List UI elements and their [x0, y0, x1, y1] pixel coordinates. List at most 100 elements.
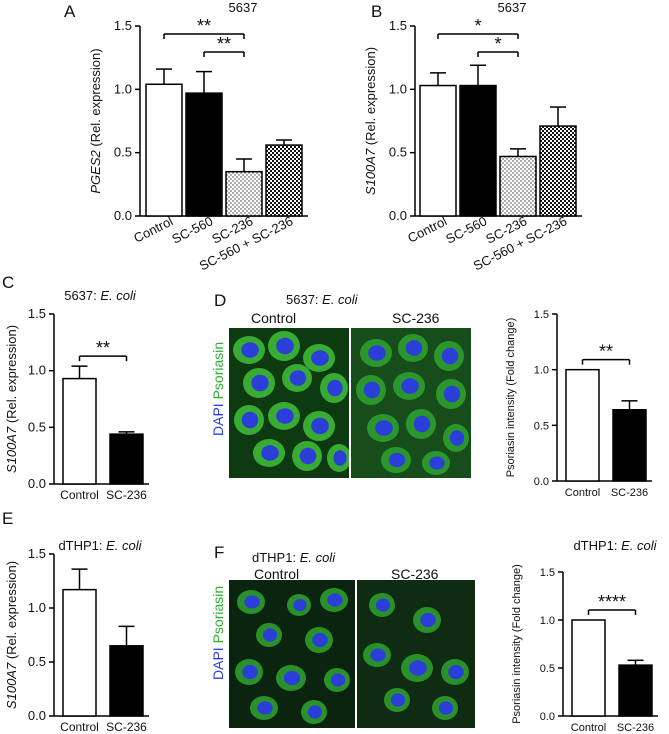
chart-a-tick-label: 1.0 [114, 81, 132, 96]
chart-d-sig-label: ** [599, 342, 613, 362]
chart-a-title: 5637 [229, 0, 258, 15]
chart-a-bar [145, 83, 183, 217]
chart-d-bar [612, 408, 647, 482]
chart-f-category-label: Control [571, 722, 606, 734]
chart-b-y-label: S100A7 (Rel. expression) [363, 47, 378, 195]
cell-nucleus [262, 628, 278, 642]
chart-f-y-label: Psoriasin intensity (Fold change) [511, 564, 523, 724]
chart-f-category-label: SC-236 [617, 722, 654, 734]
cell-nucleus [276, 337, 294, 355]
chart-a-sig-label: ** [217, 34, 231, 54]
chart-b-sig-label: * [494, 34, 501, 54]
cell-nucleus [443, 385, 461, 403]
cell-nucleus [241, 411, 259, 429]
chart-e-category-label: Control [60, 720, 99, 734]
cell-nucleus [244, 595, 260, 609]
chart-c-category-label: Control [60, 488, 99, 502]
chart-d-tick-label: 1.5 [534, 309, 549, 321]
chart-a-bar [225, 170, 263, 217]
chart-c-group: 0.0 0.5 1.0 1.5 Control SC-236 ** 5637: E. coli… [4, 288, 149, 502]
chart-a-y-label: PGES2 (Rel. expression) [88, 48, 103, 193]
cell-nucleus [283, 670, 301, 686]
chart-c-tick-label: 1.5 [28, 306, 46, 321]
micro-d-control-image [229, 328, 349, 478]
chart-d-group: 0.0 0.5 1.0 1.5 Control SC-236 ** Psoriasin int… [505, 309, 652, 499]
chart-a-category-label: SC-560 [169, 213, 215, 246]
cell-nucleus [307, 705, 323, 719]
chart-a-tick-label: 0.0 [114, 208, 132, 223]
cell-nucleus [370, 648, 386, 662]
micro-f-sc236-image [357, 580, 475, 728]
chart-b-bar [419, 84, 457, 217]
cell-nucleus [368, 345, 386, 361]
cell-nucleus [438, 701, 454, 715]
micro-d-stain-label: DAPI Psoriasin [210, 341, 226, 436]
cell-nucleus [388, 452, 406, 468]
chart-e-bar [109, 645, 144, 717]
chart-c-tick-label: 0.0 [28, 476, 46, 491]
cell-nucleus [242, 664, 258, 680]
micro-f-label-sc236: SC-236 [391, 566, 439, 582]
cell-nucleus [261, 445, 279, 461]
micro-f-control-image [229, 580, 355, 728]
cell-nucleus [241, 342, 259, 358]
cell-nucleus [289, 370, 307, 386]
chart-e-group: 0.0 0.5 1.0 1.5 Control SC-236 dTHP1: E. coli S… [4, 538, 149, 734]
chart-f-title: dTHP1: E. coli [573, 538, 657, 553]
chart-d-y-label: Psoriasin intensity (Fold change) [505, 318, 517, 478]
chart-c-sig-label: ** [96, 338, 110, 358]
chart-b-category-label: SC-560 [443, 213, 489, 246]
chart-f-tick-label: 0.0 [540, 711, 555, 723]
micro-f-title: dTHP1: E. coli [252, 550, 336, 565]
cell-nucleus [299, 447, 317, 465]
panel-letter-b: B [371, 2, 383, 21]
cell-nucleus [327, 593, 343, 607]
chart-e-y-label: S100A7 (Rel. expression) [4, 561, 19, 709]
chart-b-tick-label: 0.0 [389, 208, 407, 223]
cell-nucleus [441, 347, 459, 365]
chart-f-bar [571, 619, 606, 717]
chart-d-category-label: Control [565, 487, 600, 499]
chart-f-tick-label: 1.5 [540, 567, 555, 579]
chart-d-bar [565, 368, 600, 482]
micro-f-stain-label: DAPI Psoriasin [210, 585, 226, 680]
chart-c-bar [109, 433, 144, 485]
cell-nucleus [449, 430, 465, 446]
cell-nucleus [375, 598, 391, 612]
micro-f-label-control: Control [254, 566, 300, 582]
chart-c-tick-label: 1.0 [28, 363, 46, 378]
chart-e-category-label: SC-236 [106, 720, 147, 734]
chart-e-title: dTHP1: E. coli [58, 538, 142, 553]
chart-d-tick-label: 0.5 [534, 420, 549, 432]
cell-nucleus [363, 381, 381, 399]
chart-c-title: 5637: E. coli [64, 288, 137, 303]
cell-nucleus [413, 415, 431, 433]
cell-nucleus [327, 379, 343, 397]
panel-letter-e: E [2, 509, 14, 528]
cell-nucleus [401, 378, 419, 394]
cell-nucleus [375, 420, 393, 436]
chart-a-bar [185, 92, 223, 217]
chart-b-sig-label: * [474, 16, 481, 36]
chart-e-tick-label: 1.5 [28, 546, 46, 561]
chart-d-category-label: SC-236 [611, 487, 648, 499]
chart-a-sig-label: ** [197, 16, 211, 36]
cell-nucleus [409, 660, 427, 676]
chart-d-tick-label: 0.0 [534, 476, 549, 488]
chart-f-sig-label: **** [598, 592, 626, 612]
chart-f-bar [618, 664, 653, 717]
cell-nucleus [312, 632, 328, 648]
chart-b-tick-label: 1.5 [389, 18, 407, 33]
cell-nucleus [390, 693, 406, 707]
panel-letter-a: A [64, 2, 76, 21]
cell-nucleus [420, 612, 436, 628]
chart-b-tick-label: 1.0 [389, 81, 407, 96]
cell-nucleus [333, 450, 347, 466]
chart-e-bar [62, 588, 97, 717]
micro-d-label-sc236: SC-236 [392, 310, 440, 326]
chart-a-bar [265, 144, 303, 217]
cell-nucleus [429, 456, 445, 470]
cell-nucleus [276, 408, 294, 424]
